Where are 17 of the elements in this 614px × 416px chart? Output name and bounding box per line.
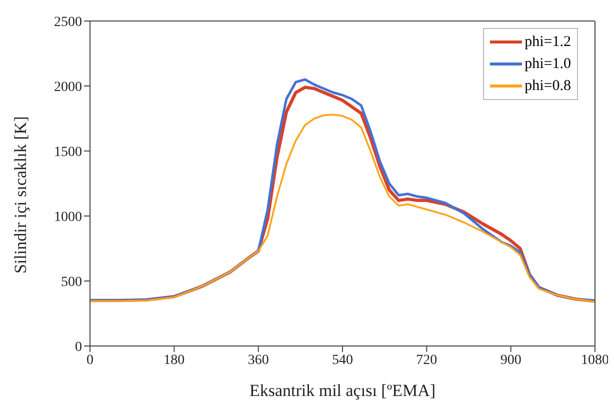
y-tick-label: 2500 [54,14,82,30]
x-axis-title: Eksantrik mil açısı [ºEMA] [249,381,436,400]
legend-label: phi=1.0 [524,55,571,74]
y-tick-label: 2000 [54,80,82,95]
y-axis-title: Silindir içi sıcaklık [K] [11,116,30,274]
x-tick-label: 360 [248,352,269,368]
x-tick-label: 0 [86,352,94,368]
y-tick-label: 1000 [54,210,82,225]
x-tick-label: 540 [332,352,353,368]
y-tick-label: 500 [61,274,82,290]
x-tick-label: 720 [416,352,438,368]
x-tick-label: 180 [164,352,185,368]
legend-label: phi=1.2 [524,33,571,52]
y-tick-label: 1500 [54,144,82,160]
legend-label: phi=0.8 [524,77,571,96]
x-tick-label: 900 [500,352,522,368]
y-tick-label: 0 [75,340,82,355]
